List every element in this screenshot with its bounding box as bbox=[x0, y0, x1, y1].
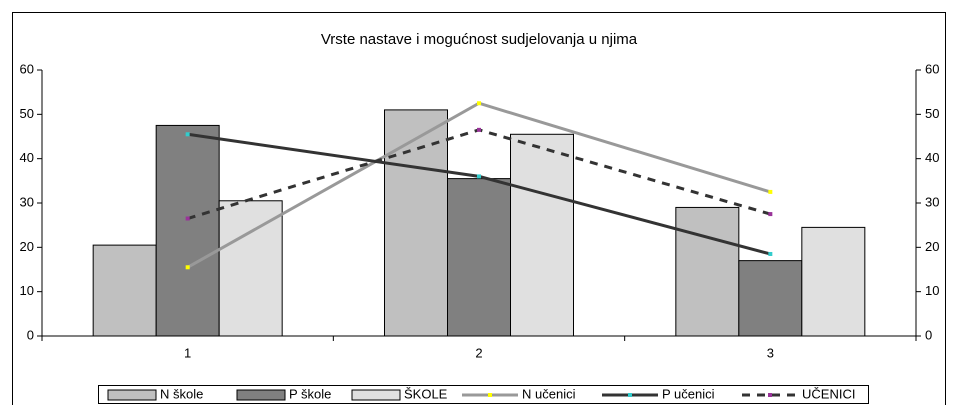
y2-tick-label: 0 bbox=[925, 327, 932, 342]
bar bbox=[155, 124, 220, 337]
y-tick-label: 40 bbox=[20, 150, 34, 165]
bar bbox=[801, 226, 866, 337]
legend-label: P škole bbox=[289, 386, 331, 401]
legend-marker bbox=[768, 393, 772, 397]
y2-tick-label: 60 bbox=[925, 61, 939, 76]
marker bbox=[477, 127, 481, 132]
y2-tick-label: 30 bbox=[925, 194, 939, 209]
y-tick-label: 20 bbox=[20, 239, 34, 254]
legend-swatch bbox=[107, 389, 157, 401]
y2-tick-label: 20 bbox=[925, 239, 939, 254]
bar bbox=[384, 109, 448, 337]
legend-label: N škole bbox=[160, 386, 203, 401]
bar bbox=[92, 244, 157, 337]
marker bbox=[185, 216, 190, 221]
marker bbox=[768, 212, 773, 217]
y-tick-label: 50 bbox=[20, 106, 34, 121]
bar bbox=[218, 200, 283, 337]
y-tick-label: 30 bbox=[20, 194, 34, 209]
bar bbox=[675, 206, 740, 337]
marker bbox=[768, 251, 773, 256]
marker bbox=[185, 132, 190, 137]
legend-label: N učenici bbox=[522, 386, 576, 401]
marker bbox=[477, 174, 481, 179]
y2-tick-label: 10 bbox=[925, 283, 939, 298]
chart-title: Vrste nastave i mogućnost sudjelovanja u… bbox=[321, 31, 638, 48]
x-tick-label: 1 bbox=[184, 345, 191, 360]
y2-tick-label: 40 bbox=[925, 150, 939, 165]
legend-label: ŠKOLE bbox=[404, 386, 448, 401]
legend-swatch bbox=[351, 389, 401, 401]
legend-swatch bbox=[236, 389, 286, 401]
y-tick-label: 10 bbox=[20, 283, 34, 298]
x-tick-label: 3 bbox=[767, 345, 774, 360]
legend-marker bbox=[488, 393, 492, 397]
legend-label: UČENICI bbox=[802, 386, 855, 401]
marker bbox=[768, 189, 773, 194]
marker bbox=[185, 265, 190, 270]
y2-tick-label: 50 bbox=[925, 106, 939, 121]
marker bbox=[477, 101, 481, 106]
bar bbox=[447, 178, 511, 337]
bar bbox=[738, 260, 803, 337]
legend-label: P učenici bbox=[662, 386, 715, 401]
legend-marker bbox=[628, 393, 632, 397]
y-tick-label: 60 bbox=[20, 61, 34, 76]
bar bbox=[510, 133, 574, 337]
x-tick-label: 2 bbox=[475, 345, 482, 360]
y-tick-label: 0 bbox=[27, 327, 34, 342]
